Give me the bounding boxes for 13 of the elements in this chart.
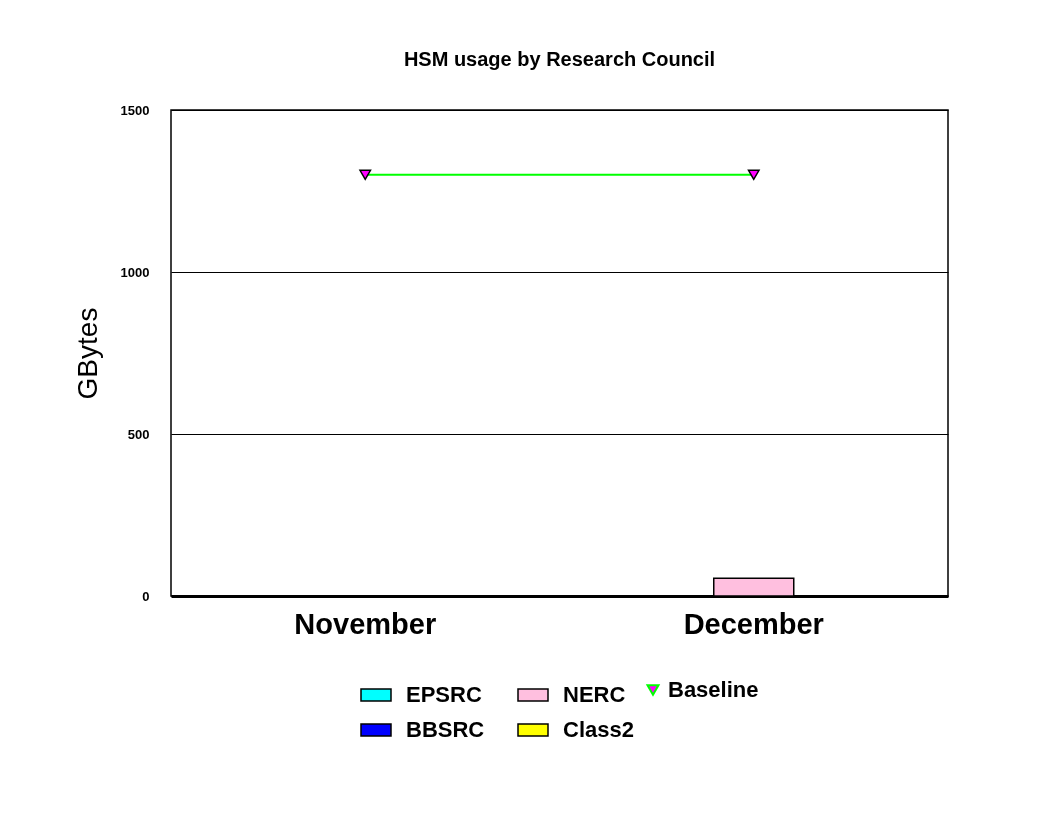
y-tick-label: 1500	[120, 102, 150, 118]
y-tick-label: 500	[127, 426, 150, 442]
x-tick-label: November	[294, 607, 437, 640]
y-tick-label: 1000	[120, 264, 150, 280]
y-tick-label: 0	[142, 588, 150, 604]
y-axis-title: GBytes	[71, 307, 103, 400]
legend-label: BBSRC	[406, 717, 485, 742]
chart-title: HSM usage by Research Council	[403, 48, 716, 70]
legend-label: Baseline	[668, 677, 759, 702]
legend-label: EPSRC	[406, 682, 482, 707]
legend-label: Class2	[563, 717, 634, 742]
x-tick-label: December	[683, 607, 824, 640]
legend-label: NERC	[563, 682, 626, 707]
